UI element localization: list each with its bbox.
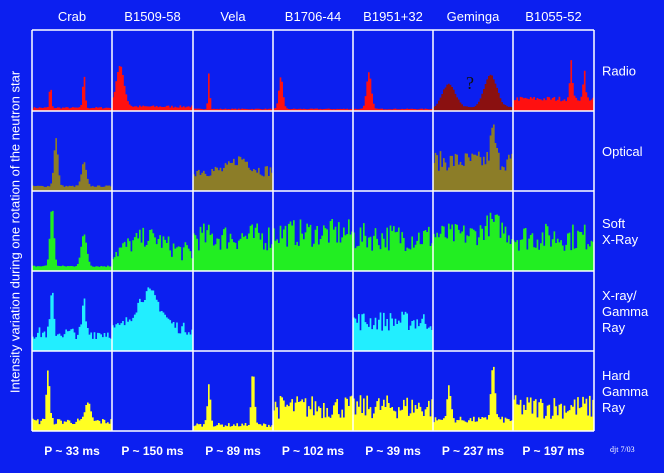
light-curve (112, 227, 193, 271)
light-curve (433, 74, 513, 111)
y-axis-label: Intensity variation during one rotation … (7, 70, 22, 393)
period: P ~ 39 ms (365, 444, 421, 458)
light-curve (513, 223, 594, 271)
band-label: Ray (602, 400, 626, 415)
light-curve (193, 376, 273, 431)
light-curve (273, 219, 353, 271)
light-curve (32, 76, 112, 111)
light-curve (433, 212, 513, 271)
band-label: X-ray/ (602, 288, 637, 303)
period: P ~ 237 ms (442, 444, 504, 458)
pulsar-name: Geminga (447, 9, 501, 24)
band-label: Optical (602, 144, 643, 159)
light-curve (353, 72, 433, 111)
period: P ~ 197 ms (522, 444, 584, 458)
light-curve (353, 311, 433, 351)
light-curve (513, 60, 594, 111)
profile-grid: ? (31, 29, 595, 432)
light-curve (112, 287, 193, 351)
band-label: Ray (602, 320, 626, 335)
period: P ~ 33 ms (44, 444, 100, 458)
pulsar-name: B1706-44 (285, 9, 341, 24)
credit: djt 7/03 (610, 445, 635, 454)
light-curve (32, 138, 112, 191)
light-curve (32, 370, 112, 431)
pulsar-name: B1509-58 (124, 9, 180, 24)
pulsar-name: Crab (58, 9, 86, 24)
light-curve (193, 156, 273, 191)
period: P ~ 102 ms (282, 444, 344, 458)
band-label: Soft (602, 216, 626, 231)
light-curve (193, 223, 273, 271)
pulsar-name: Vela (220, 9, 246, 24)
light-curve (273, 77, 353, 111)
question-mark: ? (466, 73, 474, 93)
light-curve (433, 124, 513, 191)
light-curve (112, 65, 193, 111)
light-curve (273, 395, 353, 431)
band-label: Radio (602, 64, 636, 79)
band-label: Gamma (602, 384, 649, 399)
light-curve (433, 366, 513, 431)
period: P ~ 150 ms (121, 444, 183, 458)
band-label: Gamma (602, 304, 649, 319)
light-curve (32, 210, 112, 271)
light-curve (193, 73, 273, 111)
period: P ~ 89 ms (205, 444, 261, 458)
light-curve (32, 292, 112, 351)
light-curve (513, 395, 594, 431)
light-curve (353, 395, 433, 431)
band-label: X-Ray (602, 232, 639, 247)
band-label: Hard (602, 368, 630, 383)
pulsar-name: B1951+32 (363, 9, 423, 24)
light-curve (353, 223, 433, 271)
pulsar-name: B1055-52 (525, 9, 581, 24)
